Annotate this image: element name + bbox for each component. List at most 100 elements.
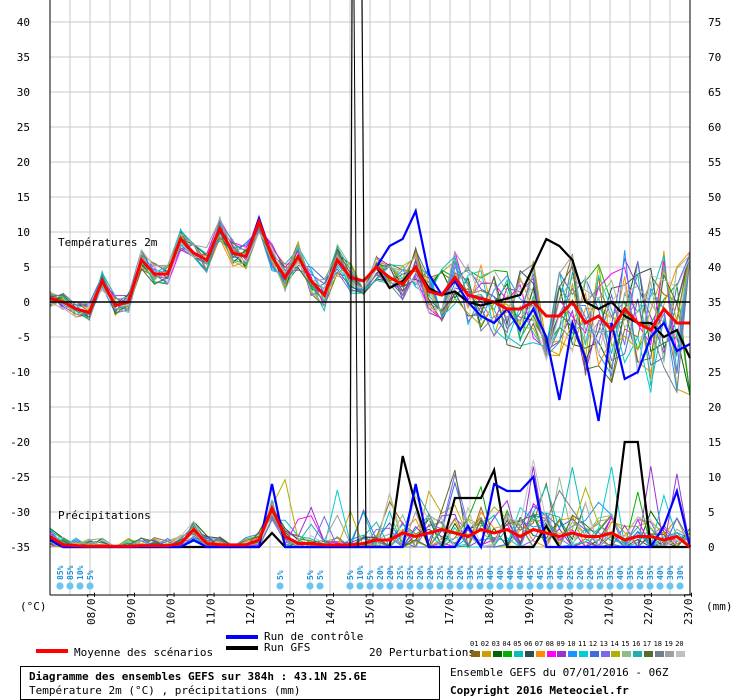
snow-icon	[366, 582, 374, 590]
snow-icon	[436, 582, 444, 590]
snow-pct-label: 35%	[476, 565, 485, 580]
left-tick-label: -20	[10, 436, 30, 449]
date-label: 16/01	[403, 592, 416, 625]
snow-icon	[376, 582, 384, 590]
perturbation-temp-line	[49, 225, 691, 375]
perturbation-precip-line	[49, 489, 691, 548]
snow-icon	[456, 582, 464, 590]
date-label: 22/01	[642, 592, 655, 625]
perturbation-swatch	[546, 651, 556, 657]
perturbation-swatch	[611, 651, 621, 657]
snow-pct-label: 40%	[516, 565, 525, 580]
snow-pct-label: 5%	[276, 570, 285, 580]
snow-icon	[666, 582, 674, 590]
perturbation-number: 17	[642, 640, 652, 648]
left-tick-label: -5	[17, 331, 30, 344]
snow-icon	[596, 582, 604, 590]
left-tick-label: 25	[17, 121, 30, 134]
snow-icon	[356, 582, 364, 590]
perturbation-swatch	[492, 651, 502, 657]
perturbation-number: 04	[502, 640, 511, 648]
snow-icon	[656, 582, 664, 590]
date-label: 12/01	[244, 592, 257, 625]
snow-pct-label: 45%	[526, 565, 535, 580]
snow-pct-label: 20%	[456, 565, 465, 580]
perturbation-swatch	[654, 651, 664, 657]
snow-icon	[556, 582, 564, 590]
gfs-spike	[361, 0, 367, 548]
date-label: 23/01	[682, 592, 695, 625]
snow-icon	[606, 582, 614, 590]
legend-perturbations-label: 20 Perturbations	[369, 646, 475, 659]
legend-mean-label: Moyenne des scénarios	[74, 646, 214, 659]
snow-icon	[276, 582, 284, 590]
perturbation-precip-line	[49, 480, 691, 548]
right-tick-label: 0	[708, 541, 715, 554]
snow-pct-label: 30%	[666, 565, 675, 580]
snow-icon	[636, 582, 644, 590]
perturbation-number: 14	[610, 640, 619, 648]
snow-pct-label: 40%	[656, 565, 665, 580]
legend-mean-line	[36, 649, 68, 653]
snow-icon	[386, 582, 394, 590]
snow-icon	[316, 582, 324, 590]
perturbation-swatch	[471, 651, 480, 657]
snow-icon	[486, 582, 494, 590]
snow-pct-label: 25%	[406, 565, 415, 580]
snow-pct-label: 35%	[546, 565, 555, 580]
snow-icon	[466, 582, 474, 590]
legend-control-line	[226, 635, 258, 639]
perturbation-swatch	[514, 651, 524, 657]
perturbation-swatch	[481, 651, 491, 657]
perturbation-number: 20	[675, 640, 684, 648]
perturbation-swatch	[665, 651, 675, 657]
snow-icon	[76, 582, 84, 590]
snow-icon	[626, 582, 634, 590]
right-tick-label: 50	[708, 191, 721, 204]
snow-pct-label: 5%	[86, 570, 95, 580]
run-info: Ensemble GEFS du 07/01/2016 - 06Z	[450, 666, 669, 679]
snow-pct-label: 45%	[536, 565, 545, 580]
perturbation-number: 18	[653, 640, 663, 648]
perturbation-number: 16	[632, 640, 641, 648]
perturbation-number: 15	[621, 640, 630, 648]
snow-icon	[566, 582, 574, 590]
snow-icon	[426, 582, 434, 590]
perturbation-swatch	[622, 651, 632, 657]
snow-pct-label: 5%	[306, 570, 315, 580]
snow-pct-label: 35%	[606, 565, 615, 580]
snow-icon	[506, 582, 514, 590]
snow-pct-label: 35%	[466, 565, 475, 580]
perturbation-swatch	[525, 651, 534, 657]
snow-pct-label: 20%	[386, 565, 395, 580]
gfs-spike	[353, 0, 359, 548]
date-label: 20/01	[563, 592, 576, 625]
perturbation-number: 08	[545, 640, 555, 648]
snow-pct-label: 35%	[626, 565, 635, 580]
precip-section-label: Précipitations	[58, 509, 151, 522]
left-tick-label: 0	[23, 296, 30, 309]
perturbation-swatch	[676, 651, 686, 657]
snow-icon	[646, 582, 654, 590]
left-tick-label: -25	[10, 471, 30, 484]
perturbation-number: 07	[534, 640, 544, 648]
right-tick-label: 30	[708, 331, 721, 344]
right-tick-label: 15	[708, 436, 721, 449]
perturbation-swatch	[568, 651, 578, 657]
date-label: 10/01	[165, 592, 178, 625]
left-unit-label: (°C)	[20, 600, 47, 613]
legend-gfs-line	[226, 646, 258, 650]
date-label: 09/01	[125, 592, 138, 625]
right-tick-label: 55	[708, 156, 721, 169]
snow-icon	[86, 582, 94, 590]
right-tick-label: 25	[708, 366, 721, 379]
left-tick-label: -15	[10, 401, 30, 414]
right-tick-label: 35	[708, 296, 721, 309]
snow-icon	[546, 582, 554, 590]
snow-pct-label: 10%	[76, 565, 85, 580]
snow-pct-label: 5%	[366, 570, 375, 580]
left-tick-label: -30	[10, 506, 30, 519]
snow-pct-label: 40%	[506, 565, 515, 580]
left-tick-label: -10	[10, 366, 30, 379]
